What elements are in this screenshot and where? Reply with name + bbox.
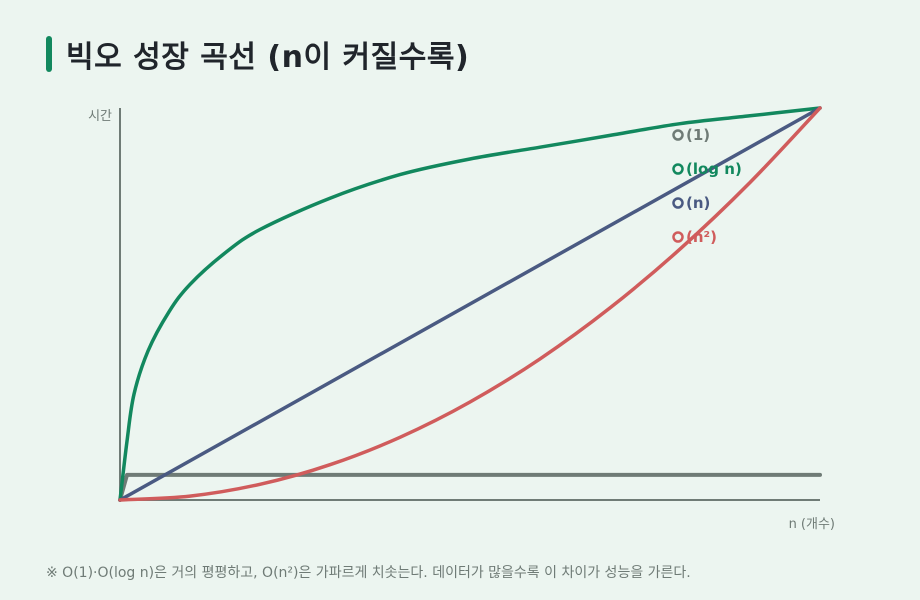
y-axis-label: 시간 bbox=[88, 109, 112, 124]
series-line-3 bbox=[118, 106, 822, 502]
series-line-0 bbox=[118, 472, 822, 502]
legend-marker-2 bbox=[672, 197, 684, 209]
series-line-2 bbox=[118, 106, 822, 502]
chart-title: 빅오 성장 곡선 (n이 커질수록) bbox=[66, 40, 470, 75]
legend-marker-3 bbox=[672, 231, 684, 243]
x-axis-label: n (개수) bbox=[789, 517, 835, 532]
title-accent-bar bbox=[46, 36, 52, 72]
legend-label-1: (log n) bbox=[686, 160, 742, 178]
series-line-1 bbox=[118, 106, 822, 502]
legend-marker-1 bbox=[672, 163, 684, 175]
series-layer bbox=[118, 106, 822, 502]
legend-marker-0 bbox=[672, 129, 684, 141]
chart-axes: 시간 n (개수) bbox=[88, 108, 835, 532]
footnote: ※ O(1)·O(log n)은 거의 평평하고, O(n²)은 가파르게 치솟… bbox=[46, 565, 691, 581]
legend-label-2: (n) bbox=[686, 194, 710, 212]
legend-label-3: (n²) bbox=[686, 228, 717, 246]
legend-label-0: (1) bbox=[686, 126, 710, 144]
title-block: 빅오 성장 곡선 (n이 커질수록) bbox=[46, 34, 470, 75]
legend: (1) (log n) (n) (n²) bbox=[672, 126, 742, 246]
